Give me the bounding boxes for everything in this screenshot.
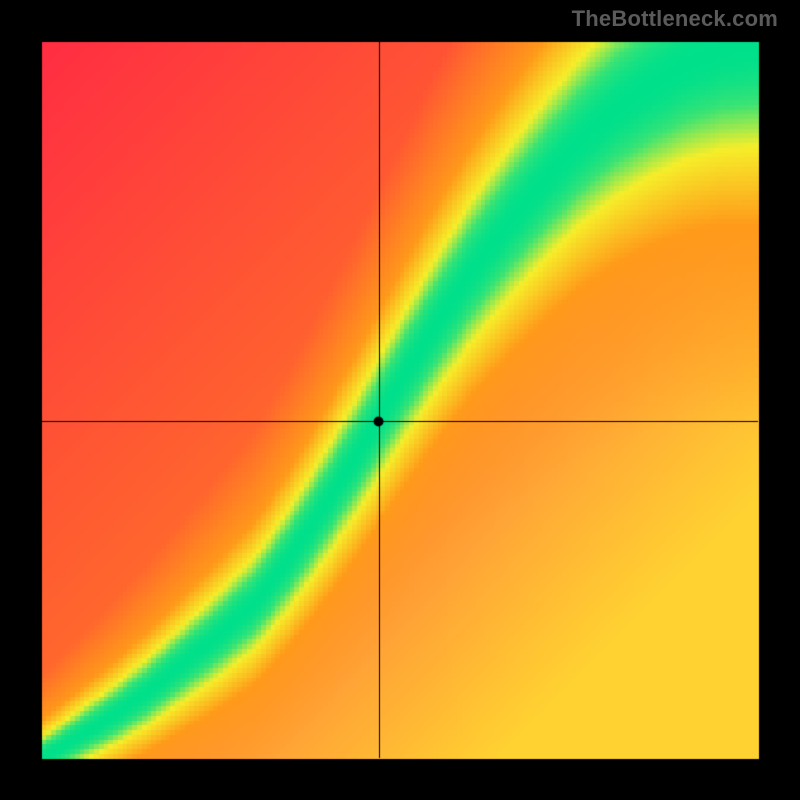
bottleneck-heatmap [0, 0, 800, 800]
image-root: TheBottleneck.com [0, 0, 800, 800]
watermark-text: TheBottleneck.com [572, 6, 778, 32]
